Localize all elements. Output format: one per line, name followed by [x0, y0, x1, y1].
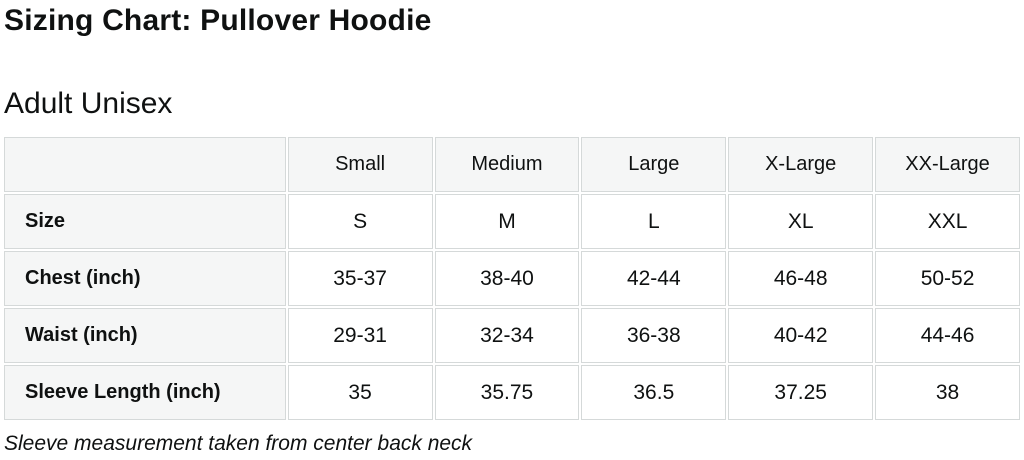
size-value-large: L: [581, 194, 727, 249]
size-value-medium: M: [434, 194, 580, 249]
size-value-small: S: [287, 194, 433, 249]
chest-value-xx-large: 50-52: [875, 251, 1020, 306]
column-header-small: Small: [287, 137, 433, 192]
table-row-waist: Waist (inch) 29-31 32-34 36-38 40-42 44-…: [4, 308, 1020, 363]
sleeve-value-large: 36.5: [581, 365, 727, 420]
chest-value-large: 42-44: [581, 251, 727, 306]
row-label-waist: Waist (inch): [4, 308, 286, 363]
sizing-table: Small Medium Large X-Large XX-Large Size…: [2, 135, 1022, 422]
size-value-xx-large: XXL: [875, 194, 1020, 249]
column-header-x-large: X-Large: [728, 137, 874, 192]
waist-value-x-large: 40-42: [728, 308, 874, 363]
column-header-xx-large: XX-Large: [875, 137, 1020, 192]
waist-value-small: 29-31: [287, 308, 433, 363]
table-row-chest: Chest (inch) 35-37 38-40 42-44 46-48 50-…: [4, 251, 1020, 306]
table-row-sleeve-length: Sleeve Length (inch) 35 35.75 36.5 37.25…: [4, 365, 1020, 420]
sleeve-value-x-large: 37.25: [728, 365, 874, 420]
table-header-row: Small Medium Large X-Large XX-Large: [4, 137, 1020, 192]
sleeve-measurement-footnote: Sleeve measurement taken from center bac…: [4, 432, 473, 455]
row-label-sleeve-length: Sleeve Length (inch): [4, 365, 286, 420]
page-title: Sizing Chart: Pullover Hoodie: [4, 4, 432, 37]
waist-value-xx-large: 44-46: [875, 308, 1020, 363]
chest-value-small: 35-37: [287, 251, 433, 306]
section-title-adult-unisex: Adult Unisex: [4, 87, 173, 120]
waist-value-large: 36-38: [581, 308, 727, 363]
waist-value-medium: 32-34: [434, 308, 580, 363]
sleeve-value-xx-large: 38: [875, 365, 1020, 420]
chest-value-medium: 38-40: [434, 251, 580, 306]
chest-value-x-large: 46-48: [728, 251, 874, 306]
corner-header-cell: [4, 137, 286, 192]
row-label-size: Size: [4, 194, 286, 249]
column-header-medium: Medium: [434, 137, 580, 192]
column-header-large: Large: [581, 137, 727, 192]
table-row-size: Size S M L XL XXL: [4, 194, 1020, 249]
sleeve-value-medium: 35.75: [434, 365, 580, 420]
row-label-chest: Chest (inch): [4, 251, 286, 306]
size-value-x-large: XL: [728, 194, 874, 249]
sleeve-value-small: 35: [287, 365, 433, 420]
